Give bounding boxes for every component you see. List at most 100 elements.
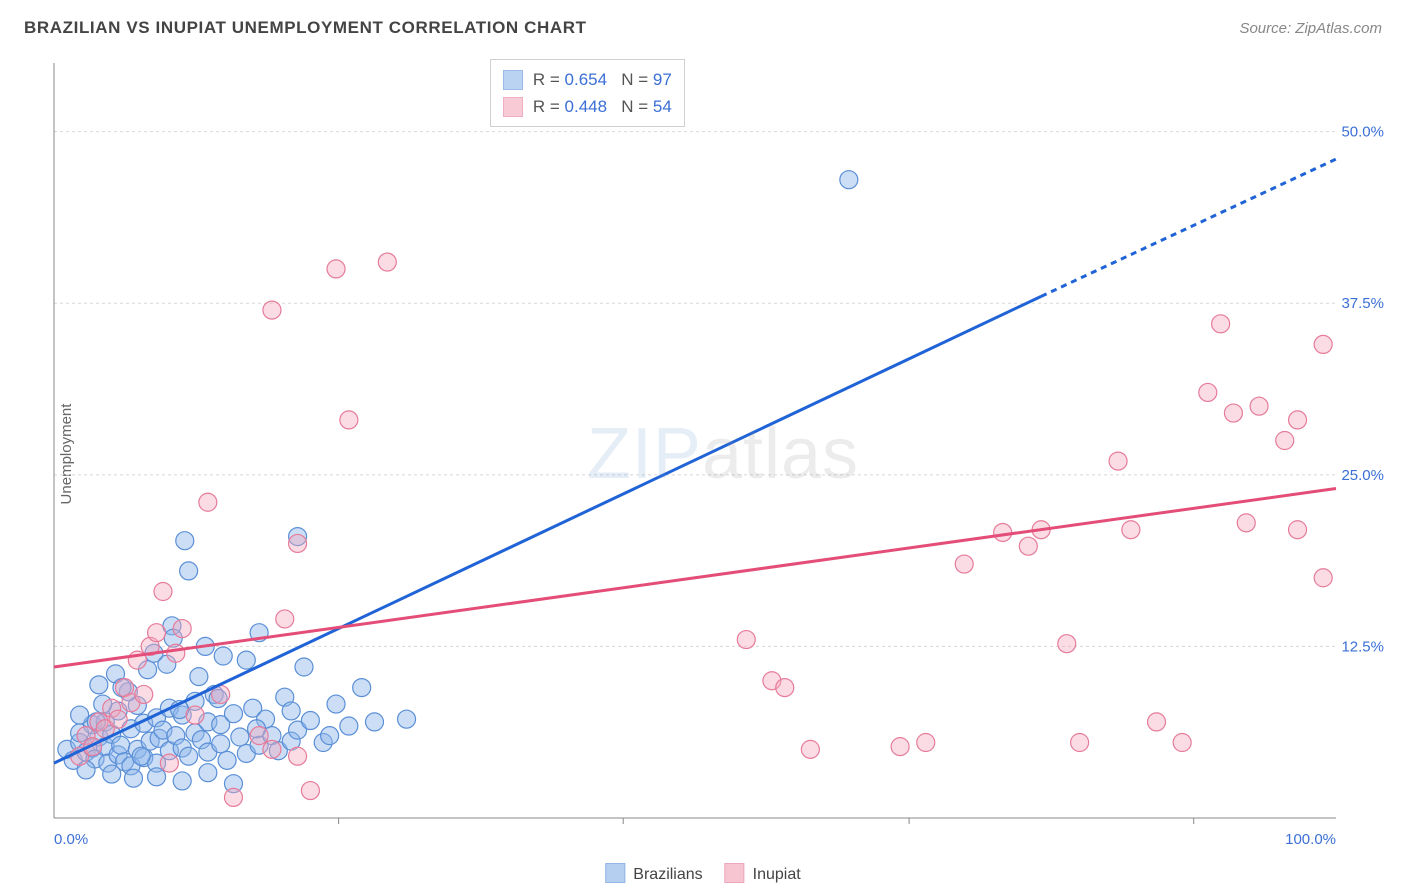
data-point — [378, 253, 396, 271]
data-point — [1289, 411, 1307, 429]
legend-swatch-icon — [725, 863, 745, 883]
data-point — [1212, 315, 1230, 333]
data-point — [263, 301, 281, 319]
data-point — [1148, 713, 1166, 731]
data-point — [737, 631, 755, 649]
legend-swatch-icon — [503, 97, 523, 117]
data-point — [218, 751, 236, 769]
data-point — [1122, 521, 1140, 539]
correlation-stats-box: R = 0.654 N = 97R = 0.448 N = 54 — [490, 59, 685, 127]
data-point — [250, 727, 268, 745]
data-point — [301, 782, 319, 800]
data-point — [340, 717, 358, 735]
trend-line-extrapolation — [1041, 159, 1336, 296]
data-point — [180, 747, 198, 765]
data-point — [173, 620, 191, 638]
data-point — [1173, 734, 1191, 752]
x-tick-label: 0.0% — [54, 831, 88, 848]
data-point — [90, 676, 108, 694]
data-point — [1019, 537, 1037, 555]
data-point — [1109, 452, 1127, 470]
data-point — [263, 740, 281, 758]
data-point — [167, 644, 185, 662]
data-point — [321, 727, 339, 745]
data-point — [135, 685, 153, 703]
data-point — [840, 171, 858, 189]
data-point — [237, 651, 255, 669]
data-point — [282, 702, 300, 720]
data-point — [891, 738, 909, 756]
legend-swatch-icon — [605, 863, 625, 883]
data-point — [132, 747, 150, 765]
data-point — [327, 695, 345, 713]
data-point — [154, 583, 172, 601]
data-point — [148, 768, 166, 786]
data-point — [109, 710, 127, 728]
data-point — [186, 706, 204, 724]
legend: Brazilians Inupiat — [605, 863, 800, 884]
scatter-plot: 12.5% 25.0% 37.5% 50.0% 0.0% 100.0% — [50, 55, 1396, 852]
data-point — [1314, 569, 1332, 587]
y-tick-label: 50.0% — [1341, 124, 1384, 141]
data-point — [176, 532, 194, 550]
data-point — [224, 788, 242, 806]
data-point — [1314, 335, 1332, 353]
x-tick-label: 100.0% — [1285, 831, 1336, 848]
data-point — [214, 647, 232, 665]
legend-swatch-icon — [503, 70, 523, 90]
data-point — [1058, 635, 1076, 653]
legend-label: Inupiat — [753, 866, 801, 883]
data-point — [112, 736, 130, 754]
stats-row: R = 0.654 N = 97 — [503, 66, 672, 93]
data-point — [1276, 432, 1294, 450]
data-point — [190, 668, 208, 686]
data-point — [327, 260, 345, 278]
data-point — [103, 765, 121, 783]
stats-text: R = 0.654 N = 97 — [533, 66, 672, 93]
data-point — [224, 705, 242, 723]
data-point — [1250, 397, 1268, 415]
data-point — [289, 534, 307, 552]
trend-line — [54, 296, 1041, 763]
data-point — [917, 734, 935, 752]
data-point — [366, 713, 384, 731]
stats-text: R = 0.448 N = 54 — [533, 93, 672, 120]
data-point — [301, 712, 319, 730]
legend-label: Brazilians — [633, 866, 702, 883]
data-point — [276, 610, 294, 628]
plot-area: Unemployment 12.5%25.0%37.5%50.0%0.0%100… — [50, 55, 1396, 852]
source-attribution: Source: ZipAtlas.com — [1239, 20, 1382, 37]
data-point — [289, 747, 307, 765]
data-point — [1237, 514, 1255, 532]
stats-row: R = 0.448 N = 54 — [503, 93, 672, 120]
chart-title: BRAZILIAN VS INUPIAT UNEMPLOYMENT CORREL… — [24, 18, 587, 38]
data-point — [173, 772, 191, 790]
data-point — [994, 523, 1012, 541]
data-point — [212, 735, 230, 753]
data-point — [180, 562, 198, 580]
trend-line — [54, 489, 1336, 667]
data-point — [148, 624, 166, 642]
data-point — [340, 411, 358, 429]
data-point — [1071, 734, 1089, 752]
data-point — [1289, 521, 1307, 539]
data-point — [1224, 404, 1242, 422]
data-point — [199, 764, 217, 782]
data-point — [353, 679, 371, 697]
data-point — [955, 555, 973, 573]
data-point — [295, 658, 313, 676]
legend-item: Inupiat — [725, 863, 801, 884]
data-point — [199, 493, 217, 511]
data-point — [71, 706, 89, 724]
data-point — [398, 710, 416, 728]
y-tick-label: 25.0% — [1341, 467, 1384, 484]
data-point — [124, 769, 142, 787]
y-tick-label: 12.5% — [1341, 638, 1384, 655]
data-point — [801, 740, 819, 758]
legend-item: Brazilians — [605, 863, 702, 884]
y-tick-label: 37.5% — [1341, 295, 1384, 312]
data-point — [1199, 383, 1217, 401]
data-point — [160, 754, 178, 772]
data-point — [231, 728, 249, 746]
data-point — [776, 679, 794, 697]
